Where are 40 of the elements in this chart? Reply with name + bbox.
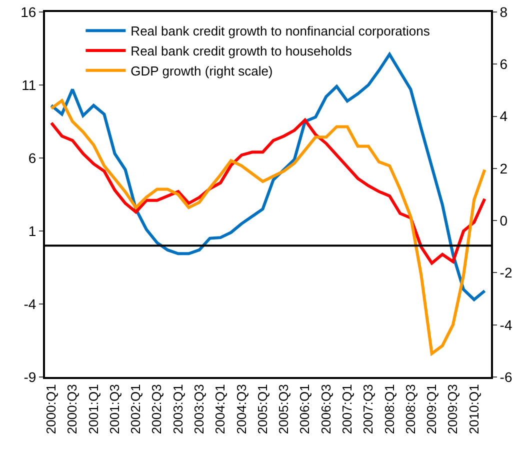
x-tick-label: 2002:Q3 bbox=[149, 384, 164, 434]
y2-tick-label: 6 bbox=[500, 56, 508, 72]
y2-tick-label: -6 bbox=[500, 368, 512, 385]
y-tick-label: 6 bbox=[28, 150, 36, 166]
y-tick-label: -4 bbox=[24, 296, 36, 312]
legend-label: Real bank credit growth to nonfinancial corporations bbox=[130, 24, 430, 39]
x-tick-label: 2000:Q3 bbox=[64, 384, 80, 434]
x-tick-label: 2006:Q1 bbox=[297, 384, 312, 434]
x-tick-label: 2007:Q1 bbox=[339, 384, 354, 434]
legend-label: Real bank credit growth to households bbox=[130, 44, 352, 59]
x-tick-label: 2009:Q3 bbox=[445, 384, 460, 434]
y2-tick-label: -2 bbox=[500, 264, 512, 281]
x-tick-label: 2001:Q3 bbox=[106, 384, 122, 434]
x-tick-label: 2003:Q1 bbox=[170, 384, 186, 434]
x-tick-label: 2010:Q1 bbox=[466, 384, 482, 434]
x-tick-label: 2006:Q3 bbox=[318, 384, 334, 434]
y2-tick-label: -4 bbox=[500, 316, 512, 333]
y2-tick-label: 0 bbox=[500, 212, 508, 228]
x-tick-label: 2004:Q1 bbox=[212, 384, 228, 434]
y-tick-label: -9 bbox=[24, 368, 36, 385]
line-series bbox=[50, 99, 486, 356]
legend-label: GDP growth (right scale) bbox=[130, 63, 273, 78]
x-tick-label: 2005:Q1 bbox=[254, 384, 270, 434]
x-tick-label: 2008:Q3 bbox=[402, 384, 418, 434]
y2-tick-label: 4 bbox=[500, 108, 508, 124]
x-tick-label: 2001:Q1 bbox=[86, 384, 101, 434]
y-tick-label: 16 bbox=[20, 4, 36, 20]
y-tick-label: 11 bbox=[22, 76, 36, 93]
x-tick-label: 2005:Q3 bbox=[276, 384, 292, 434]
x-tick-label: 2008:Q1 bbox=[382, 384, 397, 434]
x-tick-label: 2007:Q3 bbox=[360, 384, 376, 434]
x-tick-label: 2002:Q1 bbox=[128, 384, 144, 434]
x-tick-label: 2004:Q3 bbox=[234, 384, 249, 434]
x-tick-label: 2003:Q3 bbox=[192, 384, 207, 434]
y2-tick-label: 8 bbox=[500, 4, 508, 20]
line-series bbox=[50, 118, 486, 265]
y2-tick-label: 2 bbox=[500, 160, 508, 176]
y-tick-label: 1 bbox=[28, 222, 36, 239]
x-tick-label: 2000:Q1 bbox=[44, 384, 59, 434]
x-tick-label: 2009:Q1 bbox=[424, 384, 440, 434]
